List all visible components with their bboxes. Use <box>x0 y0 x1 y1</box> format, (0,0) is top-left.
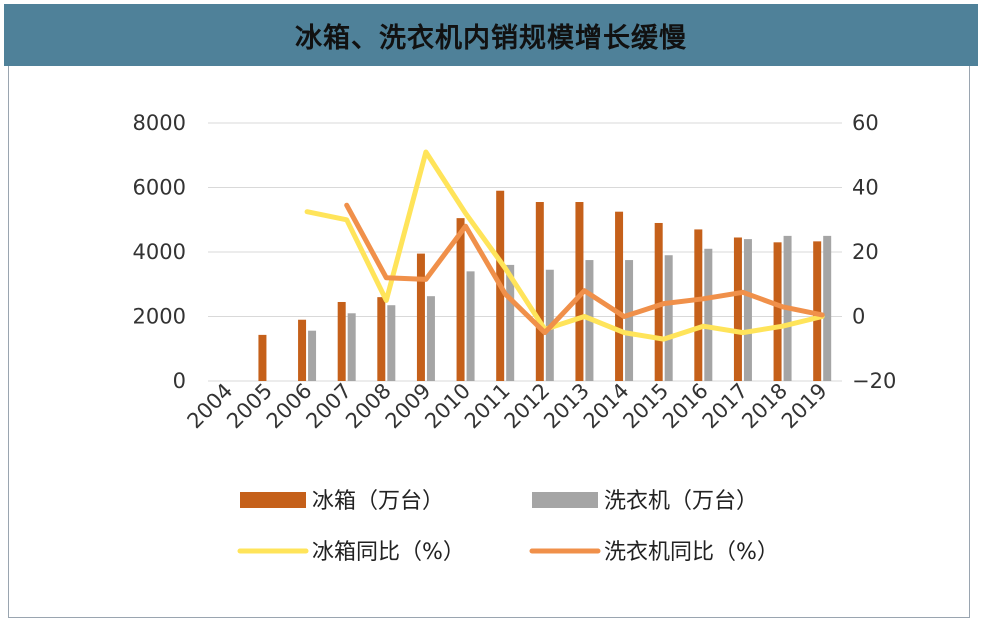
x-tick-label: 2008 <box>341 379 396 434</box>
y-right-tick-label: 20 <box>852 240 879 264</box>
bar-fridge <box>733 237 742 381</box>
x-tick-label: 2019 <box>777 379 832 434</box>
legend-swatch <box>532 492 598 508</box>
legend-label: 洗衣机同比（%） <box>604 540 779 565</box>
bar-fridge <box>377 297 386 381</box>
x-tick-label: 2018 <box>737 379 792 434</box>
bar-fridge <box>298 319 307 381</box>
bar-fridge <box>813 241 822 381</box>
line-washer-yoy <box>344 202 825 336</box>
bar-washer <box>506 264 515 381</box>
x-tick-label: 2007 <box>301 379 356 434</box>
bar-washer <box>704 248 713 381</box>
bar-washer <box>387 305 396 381</box>
legend-label: 冰箱同比（%） <box>312 540 465 565</box>
bar-washer <box>308 330 317 381</box>
x-tick-label: 2010 <box>420 379 475 434</box>
x-tick-label: 2016 <box>658 379 713 434</box>
x-tick-label: 2006 <box>262 379 317 434</box>
bar-fridge <box>456 218 465 381</box>
bar-washer <box>426 296 435 381</box>
x-tick-label: 2015 <box>618 379 673 434</box>
chart-frame <box>8 66 970 618</box>
legend-label: 冰箱（万台） <box>312 489 444 514</box>
y-left-tick-label: 4000 <box>133 240 186 264</box>
y-left-tick-label: 8000 <box>133 111 186 135</box>
x-tick-label: 2017 <box>698 379 753 434</box>
legend-swatch <box>240 492 306 508</box>
legend-label: 洗衣机（万台） <box>604 489 758 514</box>
bar-fridge <box>773 242 782 381</box>
y-right-tick-label: 60 <box>852 111 879 135</box>
bar-fridge <box>416 253 425 381</box>
bar-washer <box>743 239 752 381</box>
x-tick-label: 2014 <box>579 379 634 434</box>
x-tick-label: 2004 <box>183 379 238 434</box>
bar-washer <box>347 313 356 381</box>
bar-fridge <box>615 211 624 381</box>
y-left-tick-label: 6000 <box>133 176 186 200</box>
bar-washer <box>466 271 475 381</box>
bar-fridge <box>535 202 544 381</box>
x-tick-label: 2009 <box>381 379 436 434</box>
bar-fridge <box>337 301 346 381</box>
bar-fridge <box>258 334 267 381</box>
y-left-tick-label: 2000 <box>133 305 186 329</box>
chart-title: 冰箱、洗衣机内销规模增长缓慢 <box>295 22 687 54</box>
bar-fridge <box>575 202 584 381</box>
bar-washer <box>625 260 634 381</box>
title-banner: 冰箱、洗衣机内销规模增长缓慢 <box>4 4 978 66</box>
x-tick-label: 2013 <box>539 379 594 434</box>
bar-washer <box>664 255 673 381</box>
y-right-tick-label: 0 <box>852 305 865 329</box>
x-tick-label: 2005 <box>222 379 277 434</box>
y-right-tick-label: −20 <box>852 369 896 393</box>
bar-fridge <box>694 229 703 381</box>
y-right-tick-label: 40 <box>852 176 879 200</box>
bar-washer <box>823 235 832 381</box>
bar-fridge <box>654 222 663 381</box>
y-left-tick-label: 0 <box>173 369 186 393</box>
x-tick-label: 2012 <box>500 379 555 434</box>
x-tick-label: 2011 <box>460 379 515 434</box>
